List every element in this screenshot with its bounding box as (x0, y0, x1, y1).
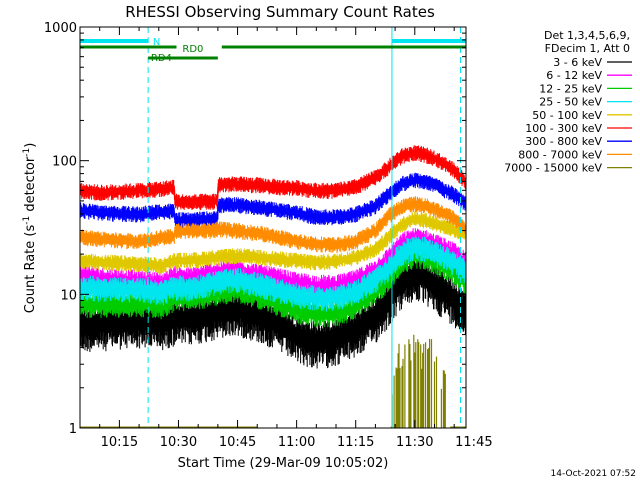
x-tick-label: 11:30 (396, 435, 433, 450)
legend-label: 6 - 12 keV (546, 69, 602, 82)
flag-label-rd4: RD4 (151, 53, 172, 64)
x-tick-label: 11:15 (337, 435, 374, 450)
axes-group: 10:15 10:30 10:45 11:00 11:15 11:30 11:45 1 10 10… (44, 21, 493, 450)
series-300-800-kev (80, 172, 466, 229)
x-tick-label: 10:15 (101, 435, 138, 450)
plot-frame (79, 26, 467, 429)
series-800-7000-kev (80, 196, 466, 254)
legend-label: 7000 - 15000 keV (504, 162, 602, 175)
series-25-50-kev (80, 235, 466, 312)
x-tick-label: 11:00 (278, 435, 315, 450)
x-tick-label: 10:45 (219, 435, 256, 450)
y-axis-title-sup2: -1 (22, 148, 32, 157)
x-tick-label: 11:45 (455, 435, 492, 450)
flag-label-rd0: RD0 (182, 44, 203, 55)
series-3-6-kev-trend (80, 271, 466, 342)
x-tick-label: 10:30 (160, 435, 197, 450)
series-300-800-kev-trend (80, 179, 466, 221)
legend-label: 100 - 300 keV (525, 122, 602, 135)
legend-header-detectors: Det 1,3,4,5,6,9, (544, 29, 630, 42)
data-series-group (80, 145, 466, 428)
legend-label: 3 - 6 keV (553, 56, 602, 69)
y-axis-title: Count Rate (s-1 detector-1) (22, 143, 38, 314)
y-axis-title-part2: detector (23, 156, 38, 216)
x-axis-title: Start Time (29-Mar-09 10:05:02) (178, 456, 389, 471)
y-tick-label: 1 (69, 422, 77, 437)
y-tick-label: 10 (60, 288, 77, 303)
y-axis-title-part3: ) (23, 143, 38, 148)
legend-header-fdecim: FDecim 1, Att 0 (545, 42, 630, 55)
series-800-7000-kev-trend (80, 202, 466, 246)
series-50-100-kev-trend (80, 217, 466, 267)
series-100-300-kev (80, 145, 466, 211)
legend-label: 12 - 25 keV (539, 82, 602, 95)
footer-timestamp: 14-Oct-2021 07:52 (551, 469, 636, 479)
y-tick-label: 100 (52, 155, 77, 170)
legend-label: 800 - 7000 keV (518, 148, 602, 161)
series-25-50-kev-trend (80, 245, 466, 299)
series-7000-15000-kev (80, 334, 466, 428)
series-100-300-kev-trend (80, 151, 466, 203)
series-3-6-kev (80, 254, 466, 369)
series-7000-15000-kev-spikes (390, 334, 446, 428)
series-3-6-kev-noise (80, 254, 466, 369)
legend-label: 300 - 800 keV (525, 135, 602, 148)
legend-label: 25 - 50 keV (539, 96, 602, 109)
y-axis-title-part1: Count Rate (s (23, 225, 38, 314)
legend-label: 50 - 100 keV (532, 109, 602, 122)
chart-title: RHESSI Observing Summary Count Rates (125, 3, 435, 21)
flag-label-n: N (153, 37, 160, 48)
series-50-100-kev (80, 211, 466, 274)
y-axis-title-sup1: -1 (22, 216, 32, 225)
overlay-group: N RD0 RD4 (80, 27, 466, 428)
y-tick-label: 1000 (44, 21, 77, 36)
legend: Det 1,3,4,5,6,9,FDecim 1, Att 03 - 6 keV… (504, 29, 632, 175)
